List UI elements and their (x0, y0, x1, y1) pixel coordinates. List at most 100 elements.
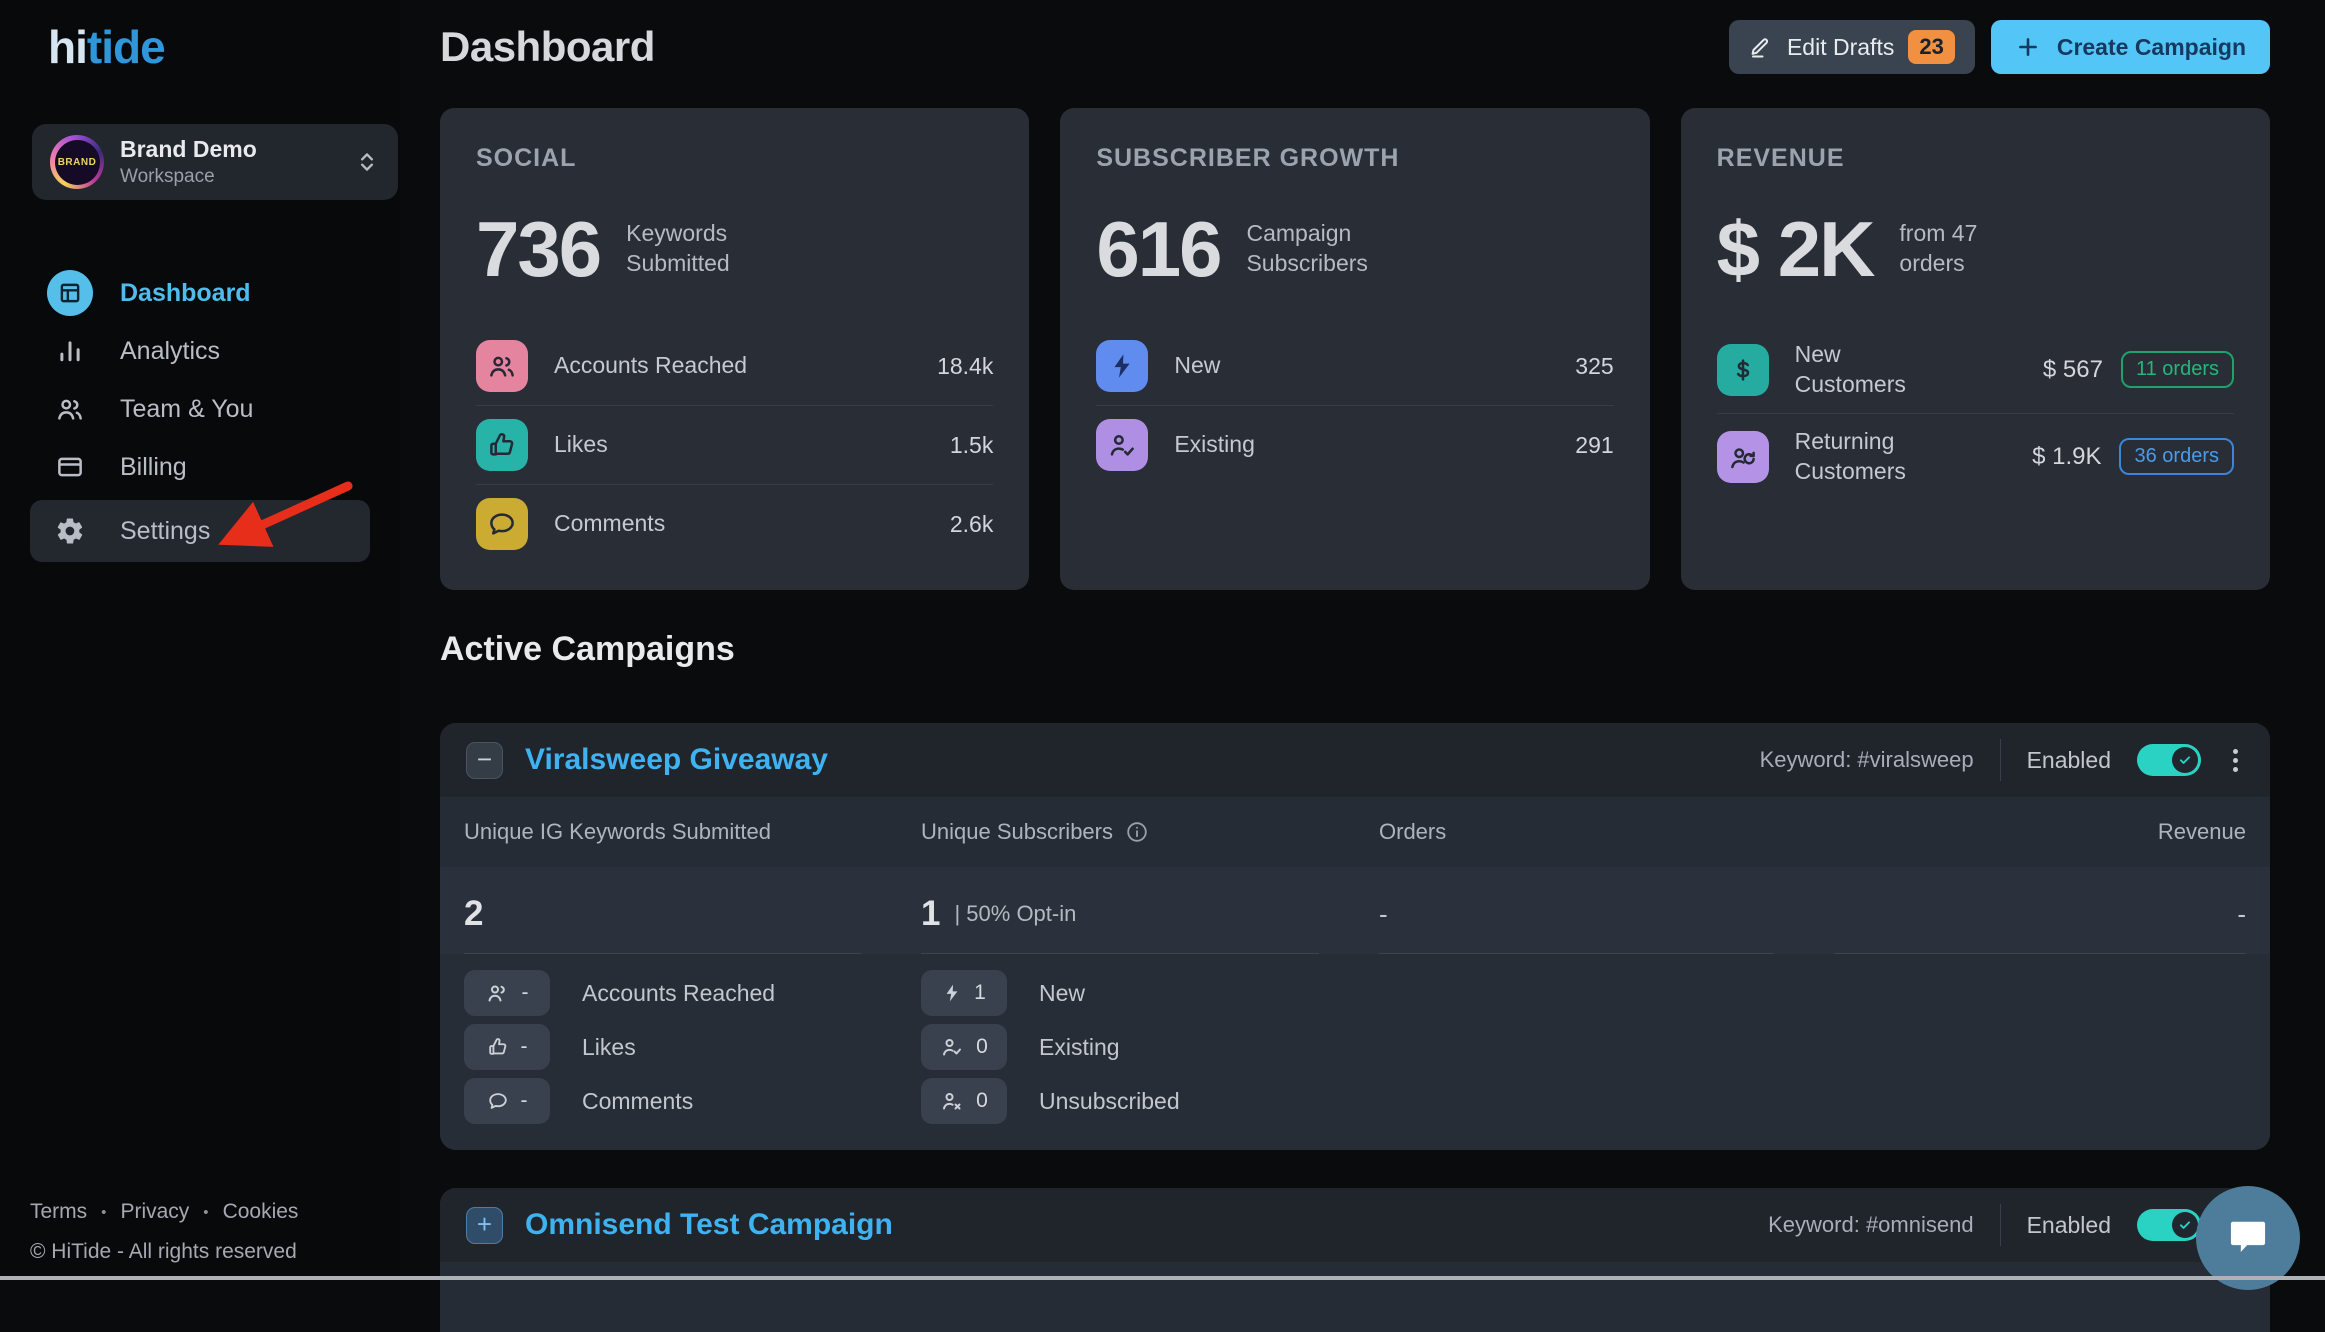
lightning-icon (1096, 340, 1149, 392)
enabled-toggle[interactable] (2137, 744, 2201, 776)
campaign-title[interactable]: Viralsweep Giveaway (525, 743, 828, 776)
sidebar-item-billing[interactable]: Billing (0, 438, 400, 496)
mini-stat-comments: - Comments (464, 1078, 921, 1124)
revenue-empty-cell (1834, 970, 2246, 1124)
unique-keywords-value: 2 (464, 894, 484, 933)
edit-drafts-button[interactable]: Edit Drafts 23 (1728, 20, 1975, 74)
active-campaigns-title: Active Campaigns (440, 630, 735, 668)
sidebar-item-analytics[interactable]: Analytics (0, 322, 400, 380)
terms-link[interactable]: Terms (30, 1200, 88, 1223)
expand-button[interactable]: + (466, 1206, 503, 1244)
card-title: SUBSCRIBER GROWTH (1096, 144, 1400, 172)
campaign-title[interactable]: Omnisend Test Campaign (525, 1208, 893, 1241)
kebab-menu[interactable] (2227, 743, 2244, 778)
orders-empty-cell (1379, 970, 1834, 1124)
campaign-header-right: Keyword: #omnisend Enabled (1768, 1204, 2244, 1246)
support-chat-button[interactable] (2196, 1186, 2300, 1290)
stat-pill: 1 (921, 970, 1007, 1016)
stat-row-label: Comments (554, 510, 666, 537)
separator-dot: • (101, 1203, 107, 1221)
person-check-icon (1096, 419, 1149, 471)
info-icon[interactable] (1125, 820, 1149, 844)
divider (921, 953, 1319, 954)
sidebar-item-label: Billing (120, 452, 187, 481)
privacy-link[interactable]: Privacy (120, 1200, 190, 1223)
stats-row: SOCIAL 736 Keywords Submitted Accounts R… (440, 108, 2270, 590)
enabled-toggle[interactable] (2137, 1209, 2201, 1241)
stat-row-value: 325 (1575, 352, 1614, 379)
person-return-icon (1716, 430, 1769, 483)
sidebar-footer: Terms • Privacy • Cookies © HiTide - All… (30, 1200, 298, 1264)
campaign-keyword: Keyword: #omnisend (1768, 1212, 1974, 1237)
sidebar-item-settings[interactable]: Settings (30, 500, 370, 562)
mini-stat-label: Accounts Reached (582, 979, 776, 1006)
stat-row-likes: Likes 1.5k (476, 405, 994, 484)
campaign-table-header (440, 1262, 2270, 1332)
revenue-big-number: $ 2K (1716, 205, 1876, 293)
orders-cell: - (1379, 891, 1834, 954)
stat-row-label: New (1174, 352, 1221, 379)
main-content: Dashboard Edit Drafts 23 Create Campaign… (400, 0, 2325, 1332)
sidebar-item-label: Team & You (120, 394, 254, 423)
revenue-row-values: $ 567 11 orders (2043, 351, 2234, 389)
stat-row-value: 18.4k (937, 352, 994, 379)
sidebar-item-label: Settings (120, 516, 211, 545)
divider (464, 953, 861, 954)
campaign-header: − Viralsweep Giveaway Keyword: #viralswe… (440, 723, 2270, 797)
opt-in-note: | 50% Opt-in (954, 901, 1077, 926)
sidebar-item-label: Dashboard (120, 278, 251, 307)
workspace-type: Workspace (120, 166, 215, 188)
stat-row-new-customers: New Customers $ 567 11 orders (1716, 327, 2234, 413)
campaign-card-omnisend: + Omnisend Test Campaign Keyword: #omnis… (440, 1188, 2270, 1332)
stat-row-label: Accounts Reached (554, 352, 748, 379)
workspace-info: Brand Demo Workspace (120, 136, 257, 189)
mini-stat-new: 1 New (921, 970, 1379, 1016)
window-bottom-edge (0, 1276, 2325, 1280)
stat-row-label: Existing (1174, 431, 1255, 458)
logo-tide: tide (86, 21, 166, 73)
sidebar-item-team[interactable]: Team & You (0, 380, 400, 438)
sidebar-item-dashboard[interactable]: Dashboard (0, 264, 400, 322)
campaign-detail-stats: - Accounts Reached - Likes (440, 954, 2270, 1150)
create-campaign-label: Create Campaign (2056, 33, 2246, 60)
page-header: Dashboard Edit Drafts 23 Create Campaign (440, 20, 2270, 74)
dollar-icon (1716, 343, 1769, 396)
subscriber-headline: 616 Campaign Subscribers (1096, 201, 1613, 297)
sidebar-item-label: Analytics (120, 336, 221, 365)
revenue-rows: New Customers $ 567 11 orders Returning … (1716, 327, 2234, 500)
social-headline: 736 Keywords Submitted (476, 201, 993, 297)
minus-icon: − (476, 744, 493, 774)
mini-stat-label: Unsubscribed (1039, 1087, 1180, 1114)
stat-pill-value: 0 (976, 1035, 988, 1058)
chevron-updown-icon (354, 149, 380, 175)
create-campaign-button[interactable]: Create Campaign (1990, 20, 2270, 74)
edit-drafts-label: Edit Drafts (1786, 33, 1895, 60)
people-icon (46, 394, 94, 424)
collapse-button[interactable]: − (466, 741, 503, 779)
orders-badge: 11 orders (2120, 351, 2234, 389)
person-check-icon (940, 1035, 964, 1059)
workspace-name: Brand Demo (120, 135, 257, 162)
orders-badge: 36 orders (2119, 438, 2234, 476)
social-pill-stack: - Accounts Reached - Likes (464, 970, 921, 1124)
mini-stat-existing: 0 Existing (921, 1024, 1379, 1070)
mini-stat-label: Existing (1039, 1033, 1120, 1060)
toggle-knob (2172, 1212, 2198, 1238)
mini-stat-label: Comments (582, 1087, 694, 1114)
stat-pill-value: - (520, 1089, 528, 1112)
campaign-table-header: Unique IG Keywords Submitted Unique Subs… (440, 797, 2270, 867)
vertical-divider (1999, 1204, 2001, 1246)
app-logo[interactable]: hitide (48, 20, 166, 74)
social-big-number: 736 (476, 205, 602, 293)
campaign-values-row: 2 1 | 50% Opt-in - - (440, 867, 2270, 954)
revenue-amount: $ 1.9K (2032, 442, 2102, 470)
campaign-header-right: Keyword: #viralsweep Enabled (1760, 739, 2244, 781)
subscriber-big-label: Campaign Subscribers (1246, 220, 1368, 276)
card-title: SOCIAL (476, 144, 577, 172)
stat-row-value: 291 (1575, 431, 1614, 458)
revenue-card: REVENUE $ 2K from 47 orders New Customer… (1680, 108, 2270, 590)
cookies-link[interactable]: Cookies (222, 1200, 299, 1223)
comment-bubble-icon (487, 1090, 509, 1112)
workspace-selector[interactable]: BRAND Brand Demo Workspace (32, 124, 398, 200)
card-title: REVENUE (1716, 144, 1845, 172)
